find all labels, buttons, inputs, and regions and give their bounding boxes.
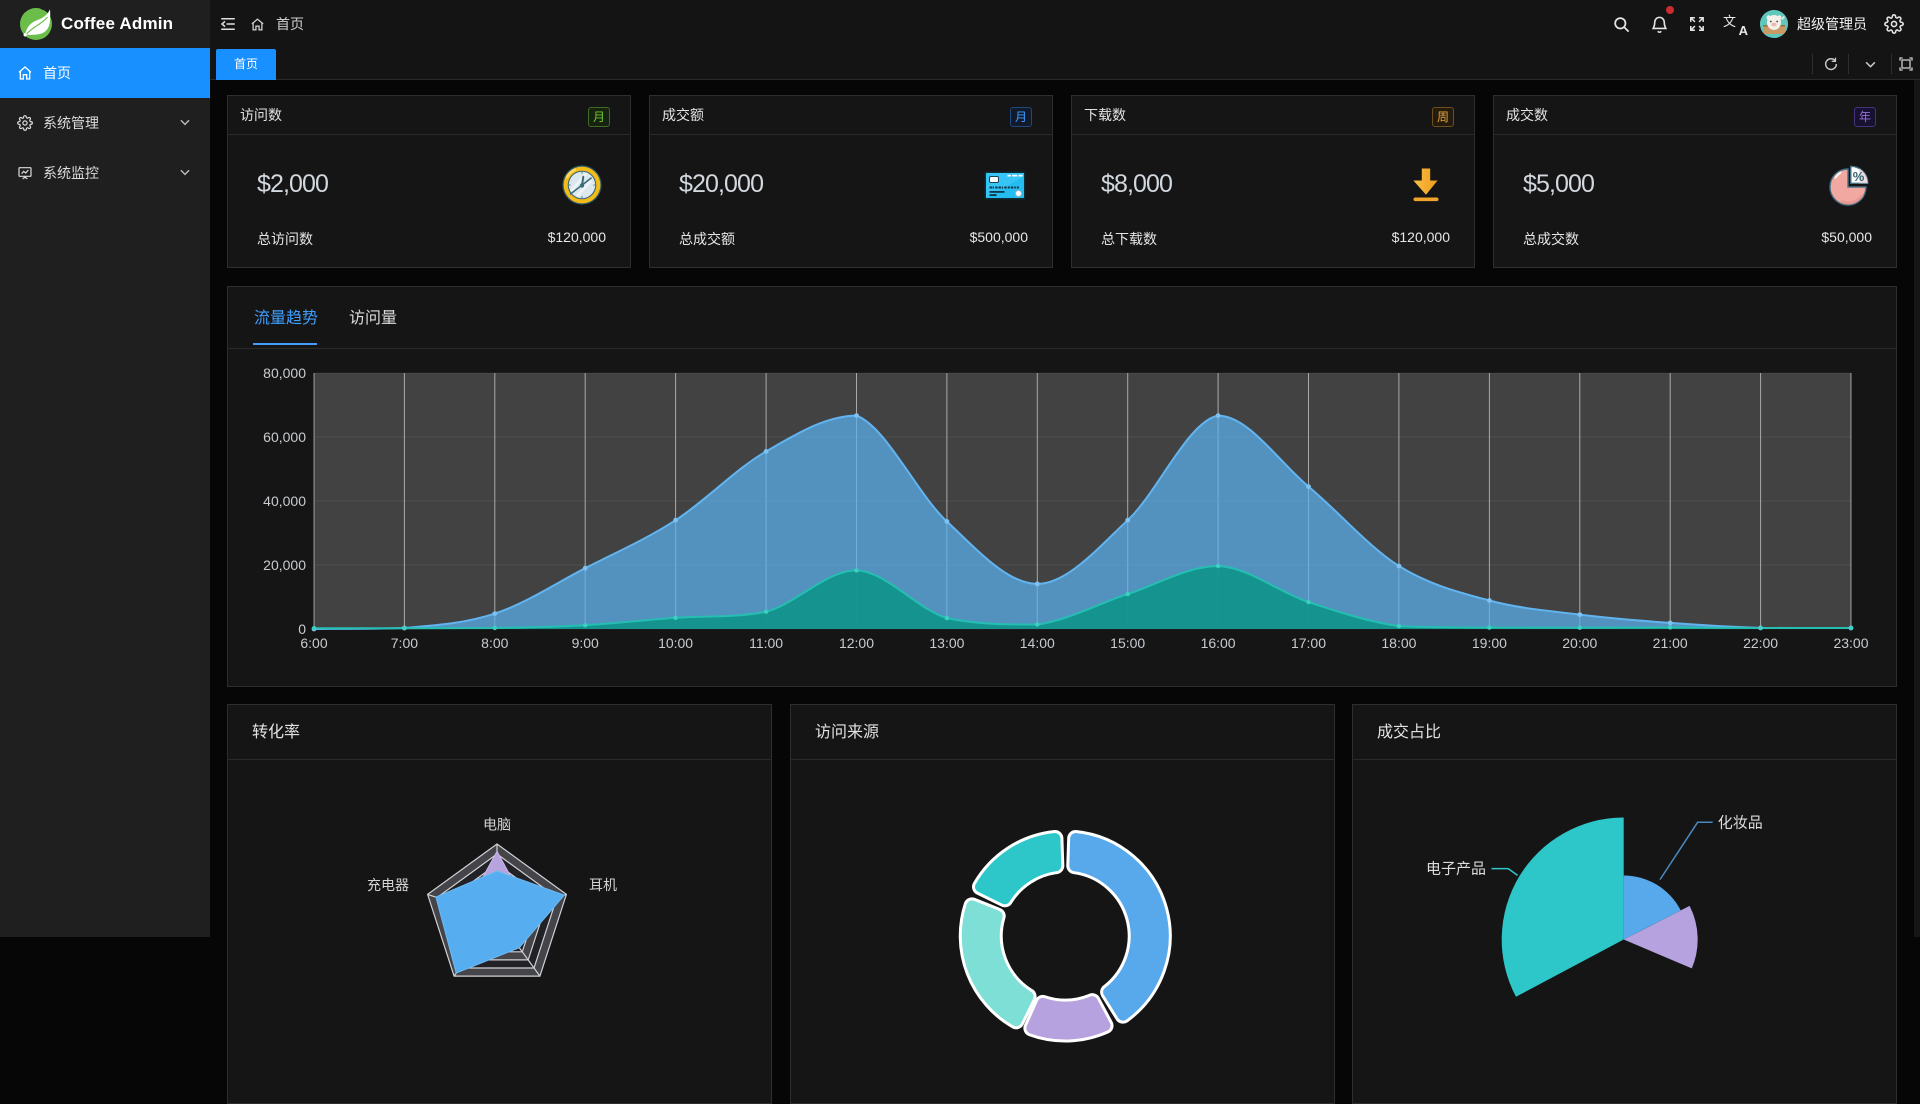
svg-text:0: 0 xyxy=(298,621,306,637)
svg-text:9:00: 9:00 xyxy=(572,635,599,651)
svg-text:电子产品: 电子产品 xyxy=(1426,861,1486,878)
svg-text:16:00: 16:00 xyxy=(1201,635,1236,651)
svg-text:21:00: 21:00 xyxy=(1653,635,1688,651)
svg-text:12:00: 12:00 xyxy=(839,635,874,651)
svg-text:电脑: 电脑 xyxy=(483,817,511,833)
svg-text:7:00: 7:00 xyxy=(391,635,418,651)
svg-text:6:00: 6:00 xyxy=(300,635,327,651)
svg-text:耳机: 耳机 xyxy=(589,877,617,893)
svg-text:充电器: 充电器 xyxy=(367,877,409,893)
svg-text:17:00: 17:00 xyxy=(1291,635,1326,651)
svg-text:80,000: 80,000 xyxy=(263,365,306,381)
svg-text:22:00: 22:00 xyxy=(1743,635,1778,651)
svg-text:化妆品: 化妆品 xyxy=(1718,814,1763,831)
svg-text:19:00: 19:00 xyxy=(1472,635,1507,651)
svg-text:18:00: 18:00 xyxy=(1381,635,1416,651)
svg-text:40,000: 40,000 xyxy=(263,493,306,509)
svg-text:14:00: 14:00 xyxy=(1020,635,1055,651)
svg-text:13:00: 13:00 xyxy=(929,635,964,651)
svg-text:20:00: 20:00 xyxy=(1562,635,1597,651)
svg-text:60,000: 60,000 xyxy=(263,429,306,445)
svg-text:8:00: 8:00 xyxy=(481,635,508,651)
svg-text:11:00: 11:00 xyxy=(749,635,783,651)
svg-text:20,000: 20,000 xyxy=(263,557,306,573)
svg-text:%: % xyxy=(1853,169,1865,184)
svg-text:15:00: 15:00 xyxy=(1110,635,1145,651)
svg-text:10:00: 10:00 xyxy=(658,635,693,651)
svg-text:23:00: 23:00 xyxy=(1833,635,1868,651)
